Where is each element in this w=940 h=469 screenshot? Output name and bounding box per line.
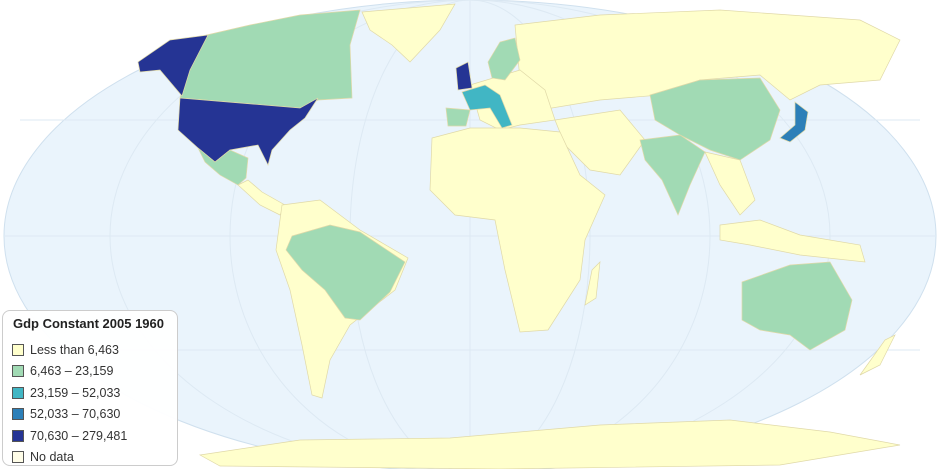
country-china[interactable] xyxy=(649,77,781,161)
country-africa[interactable] xyxy=(429,127,606,333)
country-alaska[interactable] xyxy=(137,34,209,97)
country-southeast-asia[interactable] xyxy=(704,151,756,216)
country-indonesia[interactable] xyxy=(719,219,866,263)
legend-label: 52,033 – 70,630 xyxy=(30,407,121,422)
legend-label: 6,463 – 23,159 xyxy=(30,364,114,379)
legend-label: 70,630 – 279,481 xyxy=(30,428,128,443)
country-antarctica[interactable] xyxy=(198,419,901,469)
country-mexico[interactable] xyxy=(197,147,249,186)
legend-swatch xyxy=(12,343,24,356)
legend-item[interactable]: No data xyxy=(9,447,171,469)
legend-label: No data xyxy=(30,450,74,465)
country-madagascar[interactable] xyxy=(584,261,601,306)
country-uk[interactable] xyxy=(455,61,473,91)
country-new-zealand[interactable] xyxy=(859,334,896,376)
legend: Gdp Constant 2005 1960 Less than 6,463 6… xyxy=(2,310,178,466)
legend-label: 23,159 – 52,033 xyxy=(30,385,121,400)
legend-swatch xyxy=(12,429,24,442)
country-australia[interactable] xyxy=(741,261,853,351)
legend-item[interactable]: 23,159 – 52,033 xyxy=(9,382,171,404)
legend-swatch xyxy=(12,386,24,399)
country-canada[interactable] xyxy=(179,9,361,109)
country-europe[interactable] xyxy=(469,69,556,131)
legend-item[interactable]: Less than 6,463 xyxy=(9,339,171,361)
country-brazil[interactable] xyxy=(285,224,406,321)
legend-item[interactable]: 6,463 – 23,159 xyxy=(9,361,171,383)
legend-item[interactable]: 52,033 – 70,630 xyxy=(9,404,171,426)
country-japan[interactable] xyxy=(779,101,809,143)
country-greenland[interactable] xyxy=(361,3,456,63)
country-india[interactable] xyxy=(639,134,706,216)
legend-label: Less than 6,463 xyxy=(30,342,119,357)
country-spain[interactable] xyxy=(445,107,471,127)
legend-item[interactable]: 70,630 – 279,481 xyxy=(9,425,171,447)
legend-swatch xyxy=(12,451,24,464)
country-russia-asia[interactable] xyxy=(514,9,901,111)
legend-swatch xyxy=(12,408,24,421)
country-france-italy[interactable] xyxy=(461,84,513,129)
legend-swatch xyxy=(12,365,24,378)
legend-title: Gdp Constant 2005 1960 xyxy=(13,316,164,331)
country-scandinavia[interactable] xyxy=(487,37,521,81)
